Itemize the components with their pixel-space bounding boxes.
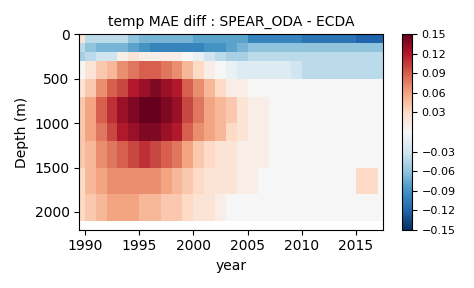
X-axis label: year: year xyxy=(216,259,247,273)
Title: temp MAE diff : SPEAR_ODA - ECDA: temp MAE diff : SPEAR_ODA - ECDA xyxy=(108,15,355,29)
Y-axis label: Depth (m): Depth (m) xyxy=(15,96,29,168)
